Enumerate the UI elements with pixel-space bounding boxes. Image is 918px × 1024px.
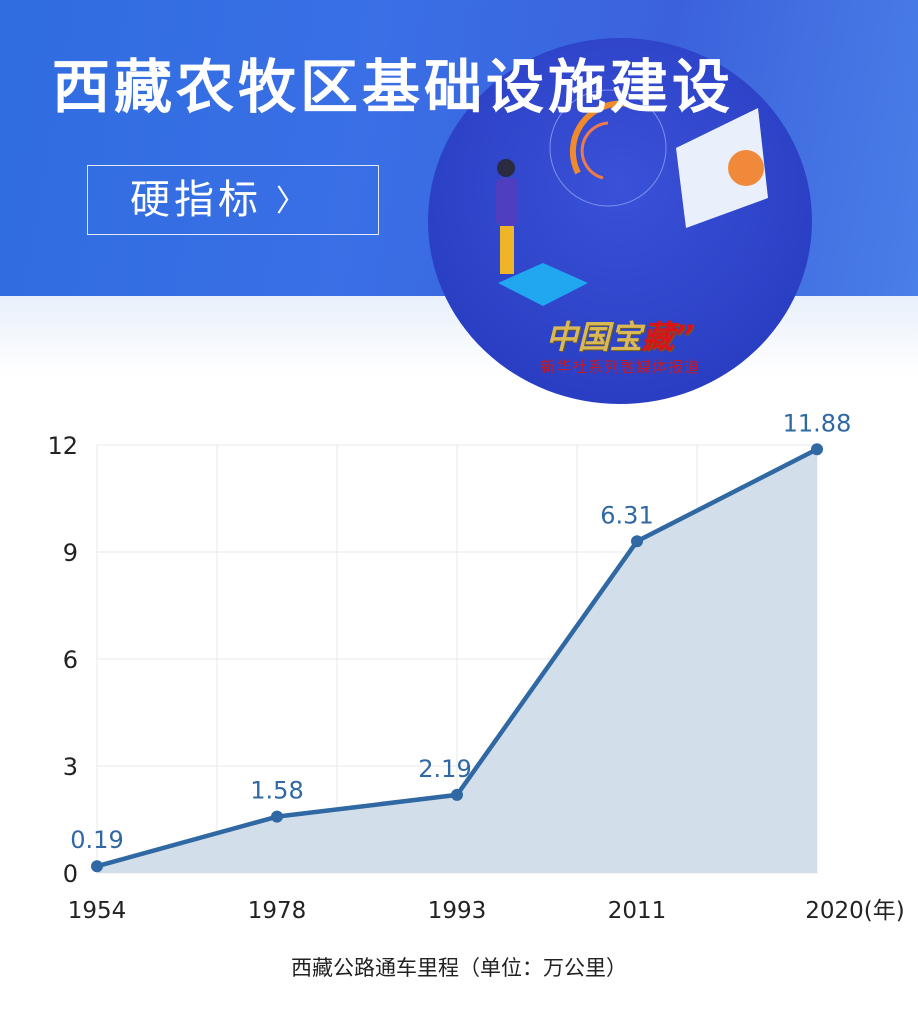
data-label: 11.88 (783, 409, 852, 437)
x-tick-label: 1954 (68, 898, 127, 924)
data-point (451, 788, 463, 801)
data-label: 1.58 (250, 777, 303, 805)
logo-red: 藏 (641, 318, 674, 356)
illustration (496, 89, 768, 306)
y-tick-label: 3 (63, 753, 78, 781)
data-label: 0.19 (70, 826, 123, 854)
x-tick-label: 2020(年) (805, 898, 904, 924)
person-icon (496, 178, 518, 226)
platform-icon (498, 263, 588, 306)
button-label: 硬指标 (130, 177, 262, 223)
line-chart: 0 3 6 9 12 1954 1978 1993 2011 2020(年) 0.19 1.58 2.… (47, 409, 904, 924)
y-tick-label: 9 (63, 539, 78, 567)
page-title: 西藏农牧区基础设施建设 (52, 53, 735, 121)
illustration-circle (428, 38, 812, 404)
data-point (271, 810, 283, 823)
y-tick-label: 6 (63, 646, 78, 674)
logo-main: 中国宝 (545, 318, 642, 356)
data-point (91, 860, 103, 873)
x-tick-label: 1993 (428, 898, 487, 924)
logo-sub: 新华社系列融媒体报道 (540, 358, 701, 376)
chevron-right-icon: 〉 (276, 184, 310, 219)
chart-caption: 西藏公路通车里程（单位：万公里） (291, 956, 627, 980)
data-label: 6.31 (600, 501, 653, 529)
screen-chart-icon (676, 108, 768, 228)
data-point (811, 443, 823, 456)
y-tick-label: 0 (63, 860, 78, 888)
x-tick-label: 1978 (248, 898, 307, 924)
hard-indicator-button[interactable]: 硬指标〉 (87, 165, 379, 235)
y-tick-label: 12 (47, 432, 78, 460)
data-label: 2.19 (418, 755, 471, 783)
x-tick-label: 2011 (608, 898, 667, 924)
ring-icon (549, 89, 667, 207)
logo: 中国宝藏” 新华社系列融媒体报道 (540, 318, 701, 376)
data-point (631, 535, 643, 548)
area-fill (97, 449, 817, 873)
